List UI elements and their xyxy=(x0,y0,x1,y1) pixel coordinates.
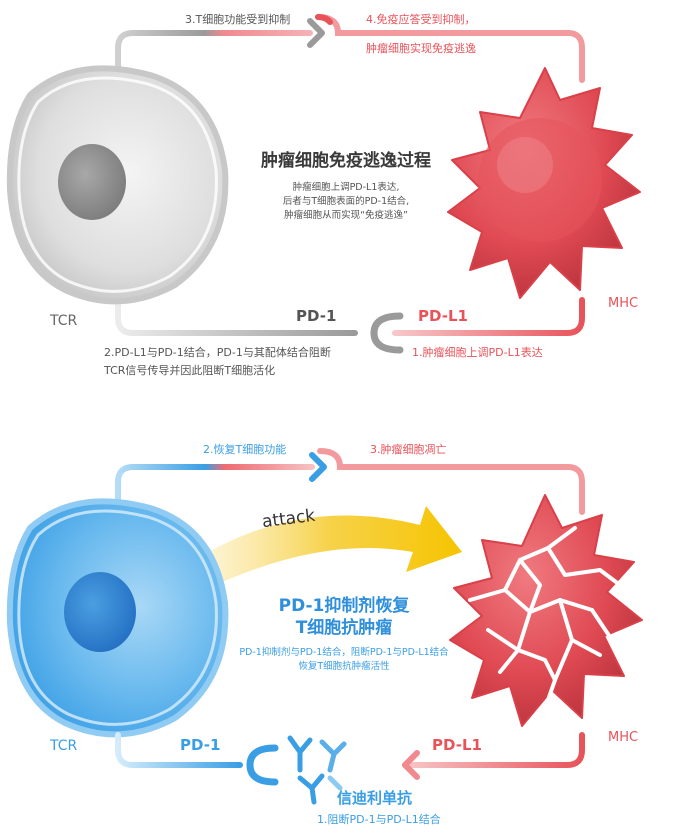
antibody-icon xyxy=(327,775,343,791)
tumor-cracks xyxy=(468,526,622,702)
top-mhc-label: MHC xyxy=(608,296,639,311)
bottom-binding-arrow xyxy=(115,732,585,786)
bottom-pdl1-label: PD-L1 xyxy=(432,736,482,754)
top-step2-line1: 2.PD-L1与PD-1结合，PD-1与其配体结合阻断 xyxy=(104,346,331,359)
drug-name-label: 信迪利单抗 xyxy=(337,789,413,807)
attack-arrow xyxy=(195,506,462,590)
bottom-desc-line1: PD-1抑制剂与PD-1结合，阻断PD-1与PD-L1结合 xyxy=(239,647,449,658)
bottom-title-line1: PD-1抑制剂恢复 xyxy=(278,596,410,616)
bottom-step3-label: 3.肿瘤细胞凋亡 xyxy=(370,443,447,456)
top-step2-line2: TCR信号传导并因此阻断T细胞活化 xyxy=(104,364,276,377)
bottom-cycle-arrow xyxy=(115,448,585,515)
top-binding-arrow xyxy=(115,297,585,354)
bottom-tcr-label: TCR xyxy=(50,738,78,754)
top-cycle-arrow xyxy=(115,14,585,83)
top-desc-line3: 肿瘤细胞从而实现“免疫逃逸” xyxy=(284,210,408,221)
top-tcr-label: TCR xyxy=(50,313,78,329)
bottom-step2-label: 2.恢复T细胞功能 xyxy=(203,443,287,456)
t-cell-inactive xyxy=(6,65,229,305)
top-desc-line1: 肿瘤细胞上调PD-L1表达, xyxy=(292,182,400,193)
antibody-icon xyxy=(297,773,325,805)
top-pd1-label: PD-1 xyxy=(296,307,337,325)
top-title: 肿瘤细胞免疫逃逸过程 xyxy=(261,151,431,171)
antibody-icon xyxy=(319,739,347,773)
antibody-icon xyxy=(287,735,313,773)
t-cell-nucleus xyxy=(58,144,126,220)
tumor-cell-top xyxy=(447,67,641,299)
top-step4-label-line2: 肿瘤细胞实现免疫逃逸 xyxy=(366,42,476,55)
top-step3-label: 3.T细胞功能受到抑制 xyxy=(185,13,291,26)
tumor-cell-apoptotic xyxy=(449,494,643,727)
antibody-icons xyxy=(287,735,347,805)
top-pdl1-label: PD-L1 xyxy=(418,307,468,325)
t-cell-nucleus-active xyxy=(64,572,136,652)
bottom-mhc-label: MHC xyxy=(608,730,639,745)
t-cell-active xyxy=(6,498,229,738)
top-step4-label-line1: 4.免疫应答受到抑制， xyxy=(366,13,476,26)
bottom-title-line2: T细胞抗肿瘤 xyxy=(295,618,393,638)
top-desc-line2: 后者与T细胞表面的PD-1结合, xyxy=(282,196,410,207)
bottom-step1-label: 1.阻断PD-1与PD-L1结合 xyxy=(317,813,441,826)
top-step1-label: 1.肿瘤细胞上调PD-L1表达 xyxy=(412,346,543,359)
bottom-desc-line2: 恢复T细胞抗肿瘤活性 xyxy=(298,661,390,672)
bottom-pd1-label: PD-1 xyxy=(180,736,221,754)
